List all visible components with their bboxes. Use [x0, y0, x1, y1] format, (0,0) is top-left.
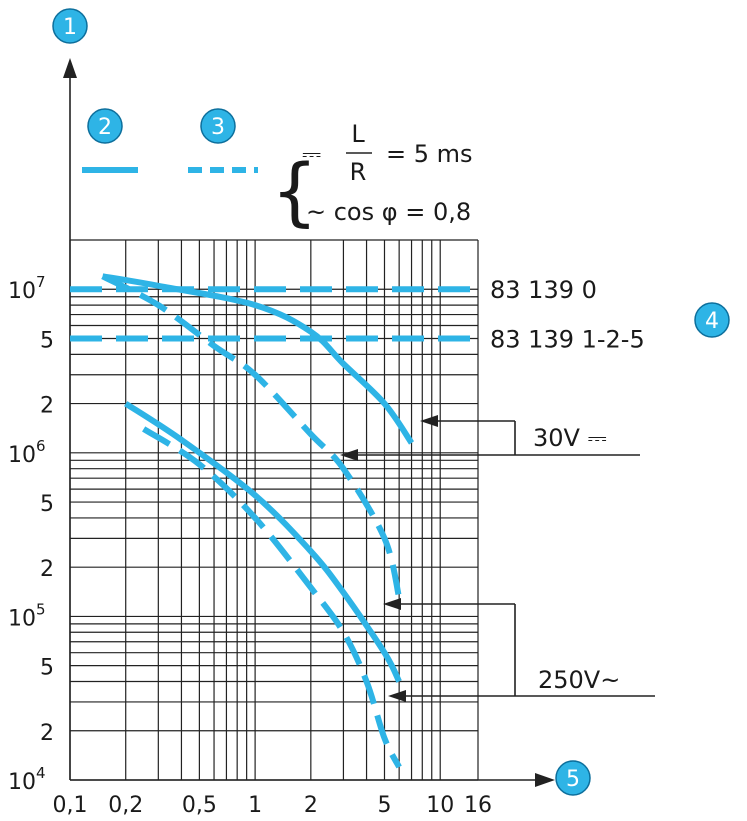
x-tick-label: 5: [377, 793, 391, 818]
y-tick-label: 2: [40, 394, 54, 419]
axes: [63, 58, 555, 787]
y-tick-exponent: 6: [36, 437, 46, 455]
series-line-4: [142, 426, 402, 769]
legend-ac-text: ~ cos φ = 0,8: [306, 198, 471, 226]
annotation-250v: 250V~: [538, 666, 620, 694]
x-tick-label: 0,2: [108, 793, 143, 818]
legend-formula-rest: = 5 ms: [386, 140, 473, 168]
y-tick-label: 5: [40, 328, 54, 353]
y-tick-label: 2: [40, 557, 54, 582]
y-axis-arrow-icon: [63, 58, 77, 78]
legend-dc-symbol: ⎓: [302, 140, 321, 168]
x-tick-label: 0,5: [182, 793, 217, 818]
legend: 1 2 3 4 5 {⎓ LR = 5 ms ~ cos φ = 0,8: [52, 8, 730, 796]
reference-line-label: 83 139 0: [490, 276, 597, 304]
marker-4-label: 4: [705, 309, 719, 334]
marker-3: [200, 108, 236, 144]
legend-formula-denominator: R: [350, 158, 367, 186]
reference-line-label: 83 139 1-2-5: [490, 325, 645, 353]
reference-lines: 83 139 0 83 139 1-2-5: [70, 276, 645, 353]
series-line-2: [101, 273, 403, 599]
callout-arrow-icon: [383, 598, 401, 610]
y-tick-label: 104: [8, 764, 46, 795]
x-tick-label: 10: [426, 793, 454, 818]
series-group: [101, 273, 415, 769]
x-tick-label: 16: [464, 793, 492, 818]
y-tick-label: 106: [8, 437, 46, 468]
legend-brace: {: [271, 149, 318, 235]
x-tick-label: 0,1: [53, 793, 88, 818]
y-tick-exponent: 4: [36, 764, 46, 782]
x-tick-label: 2: [304, 793, 318, 818]
y-tick-exponent: 5: [36, 600, 46, 618]
y-tick-exponent: 7: [36, 273, 46, 291]
marker-4: [694, 302, 730, 338]
callout-arrow-icon: [420, 415, 438, 427]
callout-arrow-icon: [388, 690, 406, 702]
marker-5-label: 5: [566, 767, 580, 792]
annotations: 30V ⎓ 250V~: [340, 415, 655, 702]
marker-2-label: 2: [98, 115, 112, 140]
y-tick-label: 107: [8, 273, 46, 304]
series-line-3: [124, 401, 402, 683]
y-tick-label: 5: [40, 492, 54, 517]
x-tick-label: 1: [248, 793, 262, 818]
series-line-1: [102, 273, 415, 445]
marker-2: [87, 108, 123, 144]
x-axis-arrow-icon: [535, 773, 555, 787]
marker-1-label: 1: [63, 15, 77, 40]
marker-3-label: 3: [211, 115, 225, 140]
legend-formula-numerator: L: [351, 120, 365, 148]
y-tick-label: 105: [8, 600, 46, 631]
y-tick-label: 5: [40, 656, 54, 681]
callout-arrow-icon: [340, 449, 358, 461]
marker-1: [52, 8, 88, 44]
annotation-30v: 30V ⎓: [533, 424, 607, 452]
marker-5: [555, 760, 591, 796]
y-tick-label: 2: [40, 721, 54, 746]
